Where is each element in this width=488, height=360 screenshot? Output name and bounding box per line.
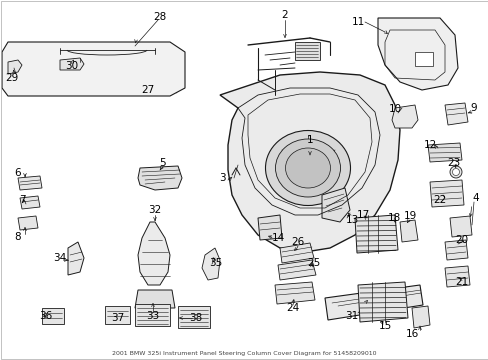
Text: 20: 20	[454, 235, 468, 245]
Bar	[42, 308, 64, 324]
Polygon shape	[138, 222, 170, 285]
Bar	[414, 52, 432, 66]
Polygon shape	[258, 215, 282, 240]
Ellipse shape	[451, 168, 459, 175]
Polygon shape	[321, 188, 349, 222]
Text: 12: 12	[423, 140, 436, 150]
Text: 37: 37	[111, 313, 124, 323]
Bar	[294, 42, 319, 60]
Text: 17: 17	[356, 210, 369, 220]
Text: 7: 7	[19, 195, 25, 205]
Polygon shape	[357, 282, 407, 322]
Text: 2: 2	[281, 10, 288, 20]
Text: 15: 15	[378, 321, 391, 331]
Text: 23: 23	[447, 158, 460, 168]
Text: 25: 25	[307, 258, 320, 268]
Polygon shape	[278, 260, 315, 280]
Polygon shape	[135, 290, 175, 308]
Polygon shape	[138, 166, 182, 190]
Text: 3: 3	[218, 173, 225, 183]
Text: 18: 18	[386, 213, 400, 223]
Text: 9: 9	[470, 103, 476, 113]
Polygon shape	[411, 306, 429, 328]
Text: 14: 14	[271, 233, 284, 243]
Ellipse shape	[449, 166, 461, 178]
Polygon shape	[20, 196, 40, 209]
Text: 8: 8	[15, 232, 21, 242]
Ellipse shape	[275, 139, 340, 197]
Text: 2001 BMW 325i Instrument Panel Steering Column Cover Diagram for 51458209010: 2001 BMW 325i Instrument Panel Steering …	[112, 351, 375, 356]
Polygon shape	[429, 180, 463, 207]
Ellipse shape	[265, 130, 350, 206]
Bar	[178, 306, 209, 328]
Text: 36: 36	[40, 311, 53, 321]
Text: 27: 27	[141, 85, 154, 95]
Text: 21: 21	[454, 277, 468, 287]
Polygon shape	[354, 215, 397, 253]
Polygon shape	[444, 240, 467, 260]
Polygon shape	[68, 242, 84, 275]
Text: 22: 22	[432, 195, 446, 205]
Polygon shape	[2, 42, 184, 96]
Bar	[135, 304, 170, 326]
Text: 30: 30	[65, 61, 79, 71]
Text: 5: 5	[160, 158, 166, 168]
Text: 34: 34	[53, 253, 66, 263]
Ellipse shape	[285, 148, 330, 188]
Text: 26: 26	[291, 237, 304, 247]
Text: 38: 38	[189, 313, 202, 323]
Text: 1: 1	[306, 135, 313, 145]
Text: 24: 24	[286, 303, 299, 313]
Text: 13: 13	[345, 215, 358, 225]
Text: 35: 35	[209, 258, 222, 268]
Polygon shape	[399, 220, 417, 242]
Polygon shape	[377, 18, 457, 90]
Bar	[105, 306, 130, 324]
Polygon shape	[202, 248, 220, 280]
Polygon shape	[427, 143, 461, 162]
Text: 31: 31	[345, 311, 358, 321]
Polygon shape	[325, 285, 422, 320]
Text: 29: 29	[5, 73, 19, 83]
Text: 32: 32	[148, 205, 162, 215]
Text: 33: 33	[146, 311, 159, 321]
Text: 11: 11	[351, 17, 364, 27]
Polygon shape	[220, 72, 399, 252]
Polygon shape	[60, 58, 84, 70]
Text: 4: 4	[472, 193, 478, 203]
Polygon shape	[18, 176, 42, 190]
Polygon shape	[444, 103, 467, 125]
Polygon shape	[449, 216, 471, 237]
Text: 6: 6	[15, 168, 21, 178]
Text: 19: 19	[403, 211, 416, 221]
Polygon shape	[8, 60, 22, 74]
Polygon shape	[444, 266, 469, 287]
Text: 16: 16	[405, 329, 418, 339]
Text: 10: 10	[387, 104, 401, 114]
Polygon shape	[18, 216, 38, 230]
Polygon shape	[391, 105, 417, 128]
Polygon shape	[280, 243, 313, 263]
Text: 28: 28	[153, 12, 166, 22]
Polygon shape	[274, 282, 314, 304]
